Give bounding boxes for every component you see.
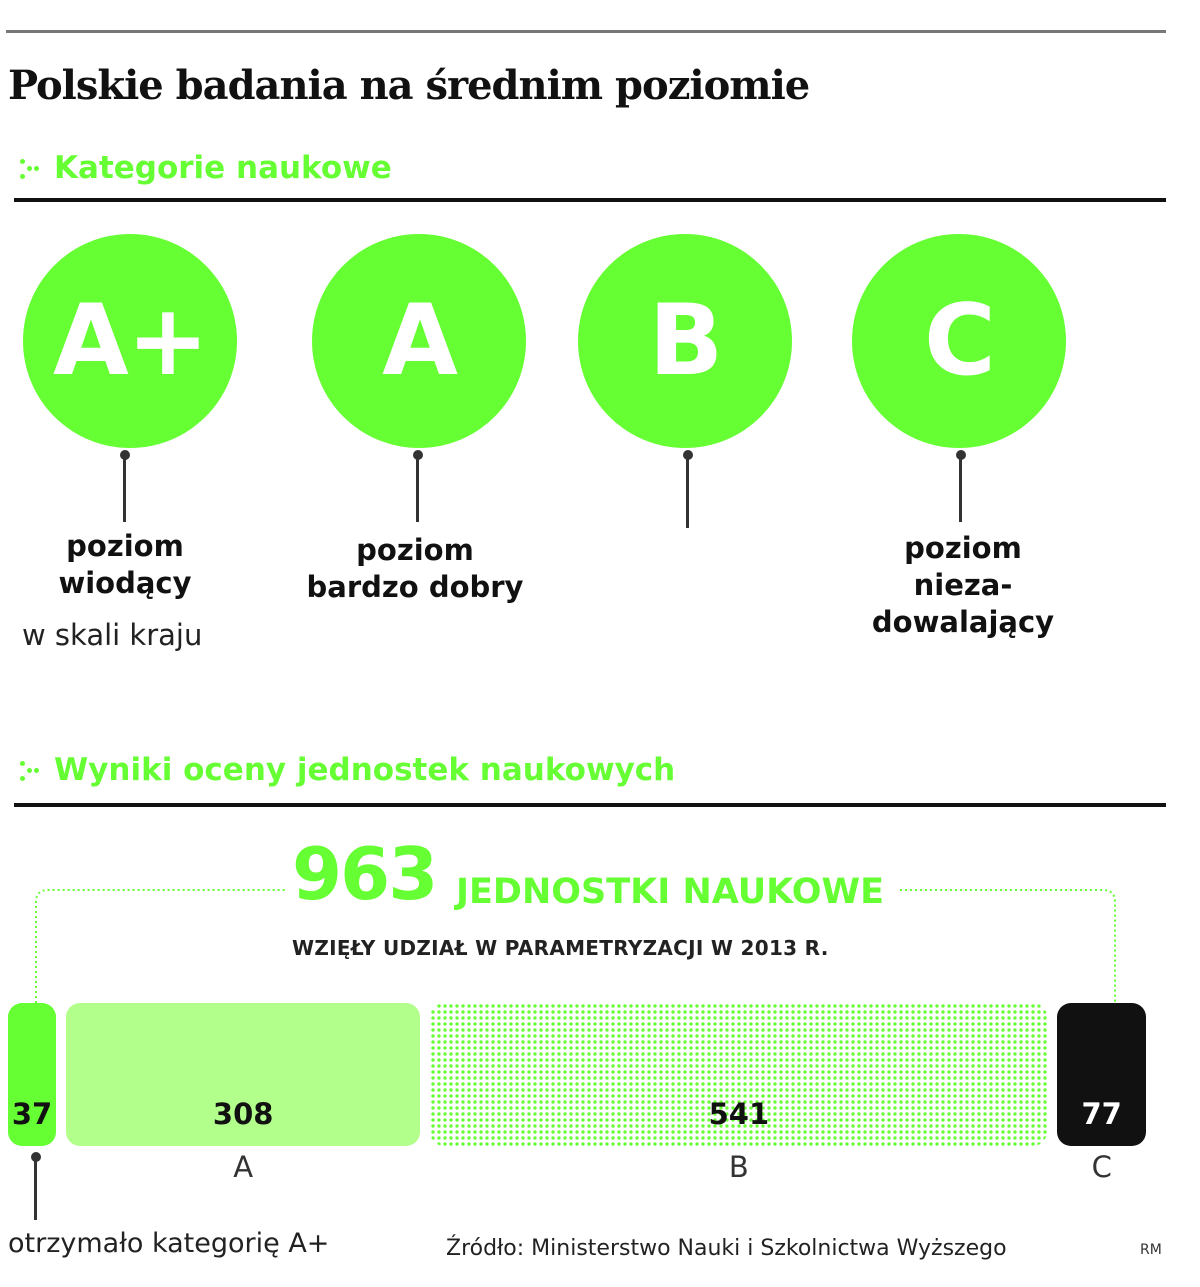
credit: RM bbox=[1140, 1242, 1162, 1258]
bullet-dots-icon bbox=[18, 155, 44, 185]
total-label: JEDNOSTKI NAUKOWE bbox=[456, 872, 884, 912]
bar-category-label: C bbox=[1091, 1150, 1112, 1184]
desc-line: wiodący bbox=[58, 566, 192, 600]
total-number: 963 bbox=[292, 832, 438, 916]
bar-value-label: 77 bbox=[1081, 1097, 1122, 1131]
desc-line: poziom bbox=[66, 529, 184, 563]
section-rule-categories bbox=[14, 198, 1166, 202]
bar-segment-a bbox=[66, 1003, 421, 1146]
aplus-pointer-line bbox=[34, 1158, 37, 1220]
desc-line: bardzo dobry bbox=[306, 570, 524, 604]
section-heading-categories: Kategorie naukowe bbox=[18, 150, 392, 186]
bar-segment-c bbox=[1057, 1003, 1146, 1146]
connector-knob bbox=[413, 450, 423, 460]
top-rule bbox=[6, 30, 1166, 33]
source-note: Źródło: Ministerstwo Nauki i Szkolnictwa… bbox=[446, 1236, 1007, 1261]
page-title: Polskie badania na średnim poziomie bbox=[8, 62, 810, 109]
connector-line bbox=[959, 456, 962, 522]
aplus-pointer-knob bbox=[31, 1152, 41, 1162]
bar-value-label: 308 bbox=[212, 1097, 274, 1131]
category-letter: A+ bbox=[53, 284, 209, 398]
category-letter: C bbox=[924, 284, 996, 398]
connector-line bbox=[123, 456, 126, 522]
bar-category-label: A bbox=[233, 1150, 254, 1184]
category-letter: B bbox=[648, 284, 724, 398]
desc-line: poziom bbox=[904, 531, 1022, 565]
connector-knob bbox=[956, 450, 966, 460]
bar-value-label: 37 bbox=[11, 1097, 53, 1131]
bar-segment-b bbox=[430, 1003, 1048, 1146]
connector-line bbox=[686, 456, 689, 528]
bar-segment-aplus bbox=[8, 1003, 56, 1146]
total-sublabel: WZIĘŁY UDZIAŁ W PARAMETRYZACJI W 2013 R. bbox=[292, 936, 829, 960]
section-heading-label: Wyniki oceny jednostek naukowych bbox=[54, 752, 676, 788]
section-rule-results bbox=[14, 803, 1166, 807]
desc-line: dowalający bbox=[871, 605, 1055, 639]
category-aplus-note: w skali kraju bbox=[22, 618, 203, 652]
connector-knob bbox=[120, 450, 130, 460]
category-a-desc: poziom bardzo dobry bbox=[280, 532, 550, 606]
bar-category-label: B bbox=[728, 1150, 749, 1184]
category-c-desc: poziom nieza- dowalający bbox=[848, 530, 1078, 641]
category-aplus-circle: A+ bbox=[23, 234, 237, 448]
bullet-dots-icon bbox=[18, 757, 44, 787]
category-c-circle: C bbox=[852, 234, 1066, 448]
category-b-circle: B bbox=[578, 234, 792, 448]
connector-line bbox=[416, 456, 419, 522]
bar-value-label: 541 bbox=[708, 1097, 770, 1131]
category-letter: A bbox=[382, 284, 458, 398]
desc-line: nieza- bbox=[913, 568, 1013, 602]
category-a-circle: A bbox=[312, 234, 526, 448]
category-aplus-desc: poziom wiodący bbox=[20, 528, 230, 602]
section-heading-results: Wyniki oceny jednostek naukowych bbox=[18, 752, 675, 788]
desc-line: poziom bbox=[356, 533, 474, 567]
aplus-note: otrzymało kategorię A+ bbox=[8, 1228, 330, 1259]
connector-knob bbox=[683, 450, 693, 460]
section-heading-label: Kategorie naukowe bbox=[54, 150, 392, 186]
